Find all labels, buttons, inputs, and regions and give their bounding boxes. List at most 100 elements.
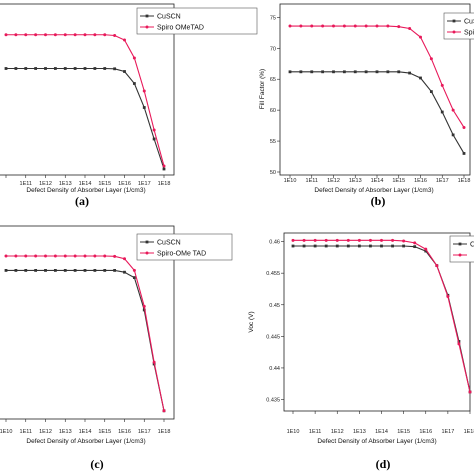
series-point-cuscn xyxy=(53,269,57,272)
legend-swatch-marker xyxy=(145,251,149,255)
legend-swatch-marker xyxy=(145,240,149,244)
series-point-spiro xyxy=(342,24,346,28)
x-tick-label: 1E11 xyxy=(20,181,32,187)
x-tick-label: 1E15 xyxy=(98,429,111,435)
series-point-spiro xyxy=(93,254,97,258)
x-tick-label: 1E13 xyxy=(353,429,366,435)
series-point-cuscn xyxy=(83,67,87,70)
panel-d-y-axis-title: Voc (V) xyxy=(248,311,255,332)
series-point-spiro xyxy=(63,254,67,258)
x-tick-label: 1E13 xyxy=(59,181,72,187)
series-point-cuscn xyxy=(391,244,394,248)
panel-a-x-axis-title: Defect Density of Absorber Layer (1/cm3) xyxy=(26,187,145,194)
series-point-spiro xyxy=(53,254,57,258)
x-tick-label: 1E12 xyxy=(39,181,52,187)
series-point-cuscn xyxy=(413,245,417,249)
legend-label: CuSCN xyxy=(464,19,474,26)
series-point-cuscn xyxy=(34,269,38,272)
series-point-cuscn xyxy=(63,67,67,70)
series-point-cuscn xyxy=(332,70,335,74)
legend-swatch-marker xyxy=(458,242,462,246)
legend-swatch-marker xyxy=(458,253,462,257)
series-point-cuscn xyxy=(14,269,18,272)
series-point-spiro xyxy=(24,33,28,37)
panel-d-plot-frame xyxy=(283,232,471,412)
legend-box xyxy=(449,235,474,263)
x-tick-label: 1E18 xyxy=(458,178,471,184)
series-point-spiro xyxy=(44,33,47,37)
series-point-spiro xyxy=(103,254,107,258)
series-point-spiro xyxy=(291,238,295,242)
series-point-spiro xyxy=(73,254,77,258)
x-tick-label: 1E14 xyxy=(375,429,388,435)
panel-b-x-axis-title: Defect Density of Absorber Layer (1/cm3) xyxy=(314,187,433,194)
series-point-spiro xyxy=(53,33,57,37)
series-point-spiro xyxy=(313,238,317,242)
series-point-spiro xyxy=(83,254,87,258)
y-tick-label: 75 xyxy=(270,15,276,21)
series-point-spiro xyxy=(34,254,38,258)
series-point-cuscn xyxy=(424,249,428,253)
series-point-spiro xyxy=(83,33,87,37)
legend-label: Spiro-OMe TAD xyxy=(157,251,206,258)
series-point-cuscn xyxy=(24,269,28,272)
series-point-spiro xyxy=(162,409,166,413)
series-point-spiro xyxy=(429,57,433,61)
y-tick-label: 0.445 xyxy=(266,334,280,340)
series-point-spiro xyxy=(435,264,439,268)
series-point-cuscn xyxy=(291,244,295,248)
y-tick-label: 0.455 xyxy=(266,271,280,277)
panel-c-x-axis-title: Defect Density of Absorber Layer (1/cm3) xyxy=(26,438,145,445)
x-tick-label: 1E13 xyxy=(349,178,362,184)
series-point-cuscn xyxy=(364,70,368,74)
panel-d: 1E10 1E11 1E12 1E13 1E14 1E15 1E16 1E17 1E18 0.43… xyxy=(248,232,474,471)
series-point-cuscn xyxy=(142,308,146,312)
x-tick-label: 1E13 xyxy=(59,429,72,435)
x-tick-label: 1E17 xyxy=(138,181,151,187)
series-point-spiro xyxy=(123,257,126,261)
series-point-cuscn xyxy=(380,244,383,248)
x-tick-label: 1E14 xyxy=(371,178,384,184)
series-point-spiro xyxy=(162,164,166,168)
series-point-cuscn xyxy=(4,67,8,70)
series-point-cuscn xyxy=(83,269,87,272)
x-tick-label: 1E10 xyxy=(284,178,297,184)
panel-d-caption: (d) xyxy=(376,457,391,471)
y-tick-label: 0.435 xyxy=(266,398,280,404)
legend-box xyxy=(136,7,258,35)
series-point-spiro xyxy=(364,24,368,28)
panel-d-x-axis-title: Defect Density of Absorber Layer (1/cm3) xyxy=(317,438,436,445)
series-point-cuscn xyxy=(44,67,47,70)
series-point-cuscn xyxy=(375,70,379,74)
x-tick-label: 1E16 xyxy=(414,178,427,184)
series-point-cuscn xyxy=(53,67,57,70)
series-point-cuscn xyxy=(123,270,126,274)
x-tick-label: 1E12 xyxy=(327,178,340,184)
legend-box xyxy=(443,12,474,40)
series-point-spiro xyxy=(142,89,146,93)
series-point-cuscn xyxy=(132,82,136,85)
series-point-spiro xyxy=(152,128,156,132)
legend-label: Spiro OMeTAD xyxy=(157,25,204,32)
series-point-cuscn xyxy=(73,67,77,70)
series-point-spiro xyxy=(397,25,401,29)
series-point-spiro xyxy=(4,254,8,258)
x-tick-label: 1E12 xyxy=(39,429,52,435)
panel-a: 1E11 1E12 1E13 1E14 1E15 1E16 1E17 1E18 CuSCN Spi… xyxy=(0,3,258,208)
series-point-cuscn xyxy=(386,70,390,74)
x-tick-label: 1E16 xyxy=(118,181,131,187)
series-point-spiro xyxy=(4,33,8,37)
legend-label: Cu xyxy=(470,242,474,249)
series-point-spiro xyxy=(375,24,379,28)
series-point-spiro xyxy=(321,24,325,28)
series-point-cuscn xyxy=(321,70,325,74)
x-tick-label: 1E11 xyxy=(309,429,321,435)
x-tick-label: 1E10 xyxy=(0,429,12,435)
series-point-spiro xyxy=(346,238,350,242)
y-tick-label: 60 xyxy=(270,108,276,114)
series-point-cuscn xyxy=(353,70,357,74)
series-point-spiro xyxy=(332,24,335,28)
series-point-cuscn xyxy=(103,269,107,272)
panel-b: 1E10 1E11 1E12 1E13 1E14 1E15 1E16 1E17 1E18 50 55… xyxy=(259,3,474,208)
